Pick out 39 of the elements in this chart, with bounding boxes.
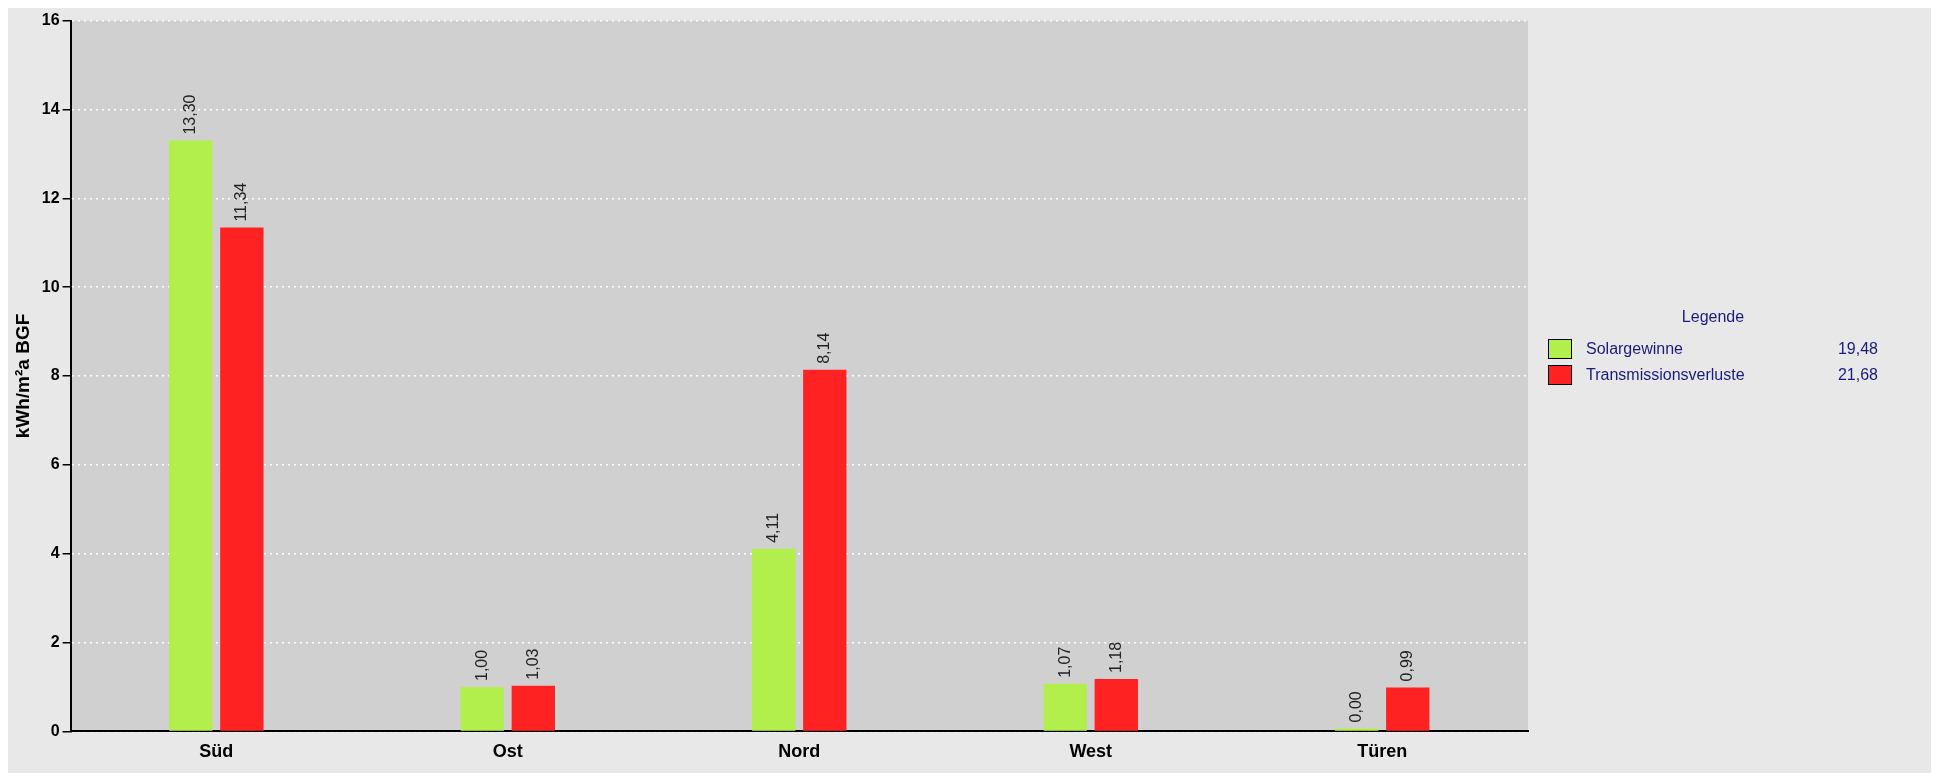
y-tick-label: 12 — [41, 188, 60, 206]
bar — [460, 686, 504, 731]
y-tick-label: 14 — [41, 99, 60, 117]
bar — [1043, 683, 1087, 731]
legend-label: Solargewinne — [1586, 340, 1684, 358]
x-tick-label: Ost — [492, 741, 523, 762]
y-tick-label: 6 — [50, 455, 60, 473]
y-tick-label: 8 — [50, 366, 60, 384]
x-tick-label: Süd — [199, 741, 234, 762]
data-label: 1,03 — [523, 648, 541, 680]
legend-label: Transmissionsverluste — [1586, 366, 1746, 384]
bar — [1094, 678, 1138, 731]
bar — [169, 140, 213, 731]
y-tick-label: 2 — [50, 632, 60, 650]
data-label: 1,00 — [472, 649, 490, 681]
bar — [220, 227, 264, 731]
bar — [803, 369, 847, 731]
legend-title: Legende — [1680, 308, 1746, 326]
text: 21,68 — [1837, 366, 1878, 384]
y-tick-label: 0 — [50, 721, 60, 739]
data-label: 1,07 — [1055, 646, 1073, 678]
y-tick-label: 16 — [41, 11, 60, 29]
data-label: 1,18 — [1106, 641, 1124, 673]
x-tick-label: Nord — [778, 741, 821, 762]
bar — [752, 548, 796, 731]
text: 19,48 — [1837, 340, 1878, 358]
data-label: 4,11 — [764, 512, 782, 543]
bar — [1386, 687, 1430, 731]
y-tick-label: 4 — [50, 544, 60, 562]
data-label: 13,30 — [181, 94, 199, 135]
y-tick-label: 10 — [41, 277, 60, 295]
data-label: 0,00 — [1347, 691, 1365, 723]
data-label: 8,14 — [815, 332, 833, 364]
x-tick-label: Türen — [1357, 741, 1408, 762]
data-label: 0,99 — [1398, 650, 1416, 682]
y-axis-title: kWh/m²a BGF — [11, 313, 33, 439]
x-tick-label: West — [1069, 741, 1113, 762]
data-label: 11,34 — [232, 182, 250, 222]
bar — [511, 685, 555, 731]
